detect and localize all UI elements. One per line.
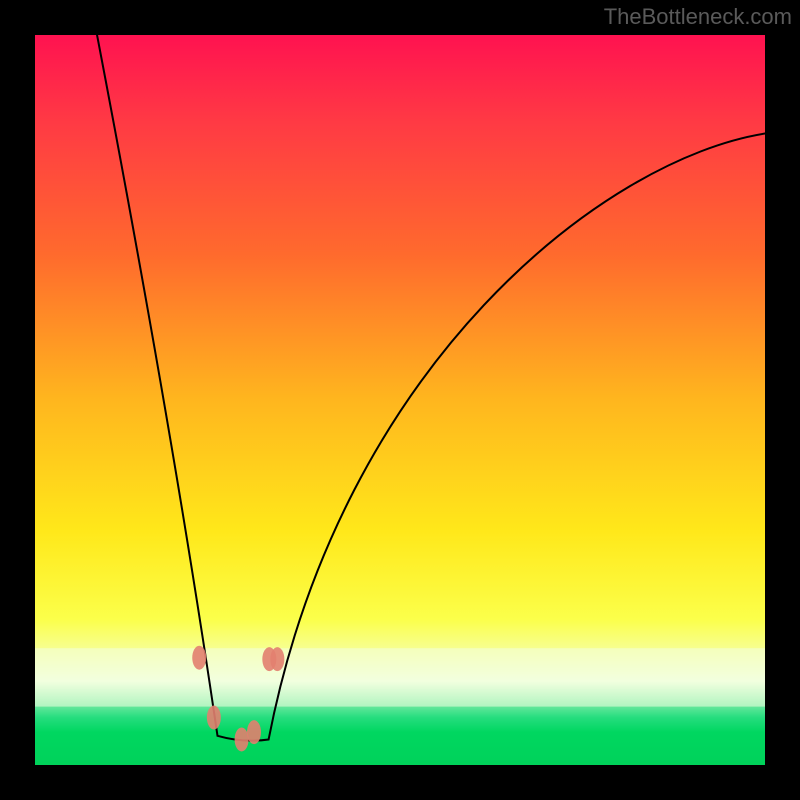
watermark-label: TheBottleneck.com	[604, 4, 792, 30]
chart-svg	[35, 35, 765, 765]
curve-marker	[192, 646, 206, 670]
chart-plot	[35, 35, 765, 765]
chart-band	[35, 648, 765, 706]
curve-marker	[235, 727, 249, 751]
curve-marker	[270, 647, 284, 671]
curve-marker	[247, 720, 261, 744]
curve-marker	[207, 706, 221, 730]
